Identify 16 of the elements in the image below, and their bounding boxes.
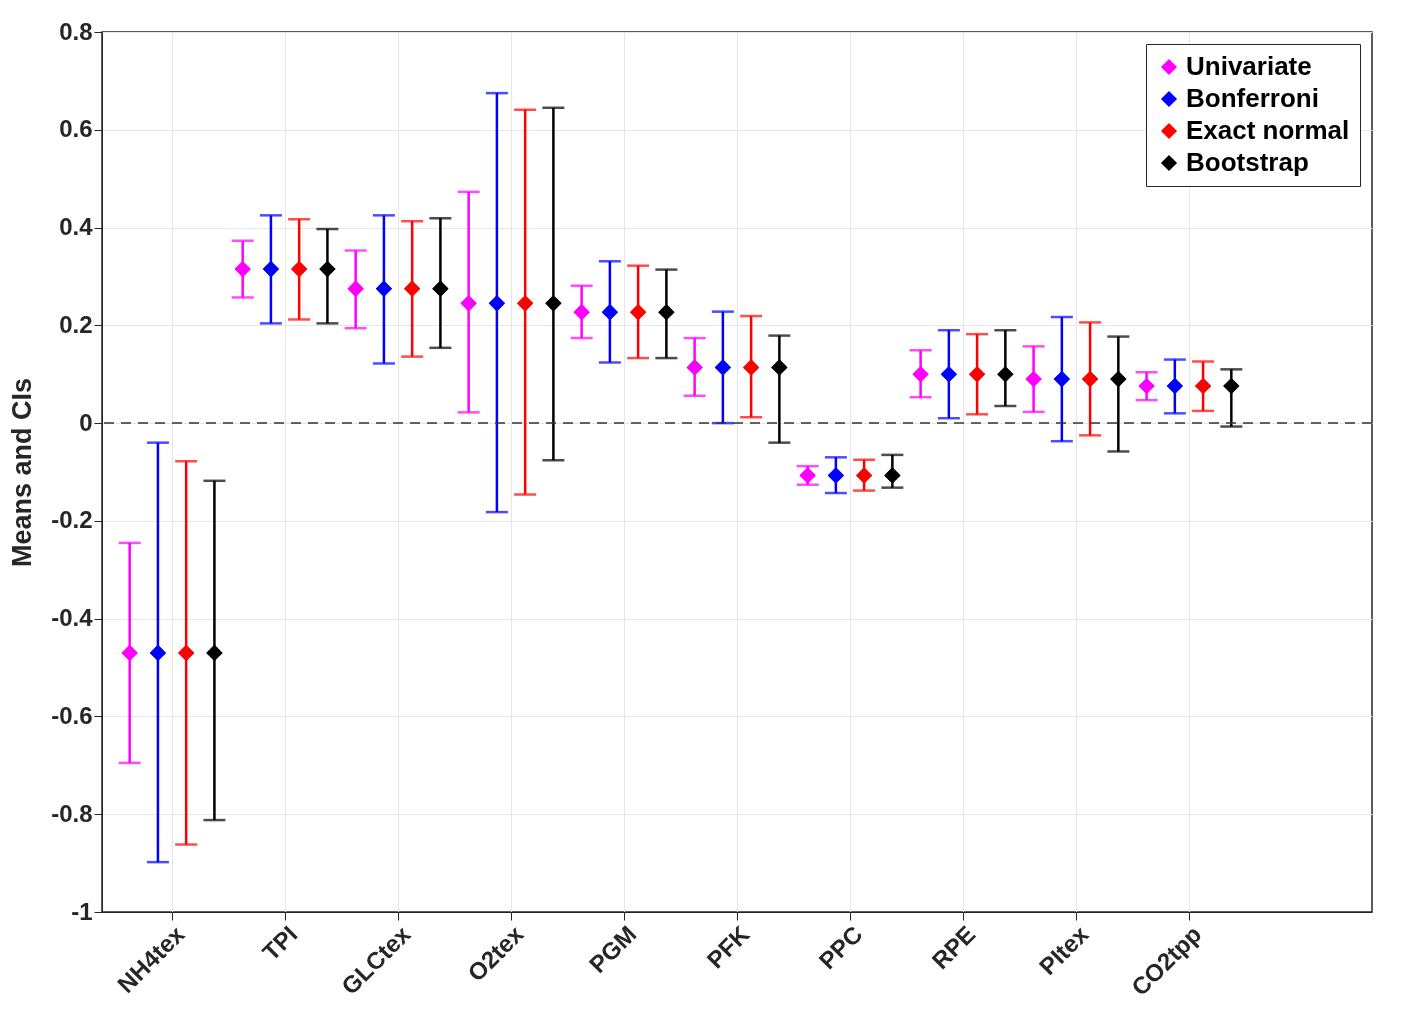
y-tick-label: -0.4	[51, 604, 94, 632]
y-tick-label: -1	[71, 897, 93, 925]
y-tick-label: 0.4	[59, 213, 94, 241]
legend-label: Exact normal	[1186, 115, 1350, 145]
legend-label: Univariate	[1186, 51, 1312, 81]
y-axis-title: Means and CIs	[7, 377, 38, 568]
y-tick-label: -0.2	[51, 506, 93, 534]
legend-label: Bootstrap	[1186, 147, 1309, 177]
y-tick-label: 0.2	[59, 310, 93, 338]
legend-label: Bonferroni	[1186, 83, 1319, 113]
y-tick-label: 0.8	[59, 17, 93, 45]
x-tick-label: TPI	[257, 920, 303, 966]
y-tick-label: 0.6	[59, 115, 93, 143]
y-tick-label: -0.8	[51, 799, 93, 827]
y-tick-label: -0.6	[51, 701, 93, 729]
y-tick-label: 0	[79, 408, 93, 436]
